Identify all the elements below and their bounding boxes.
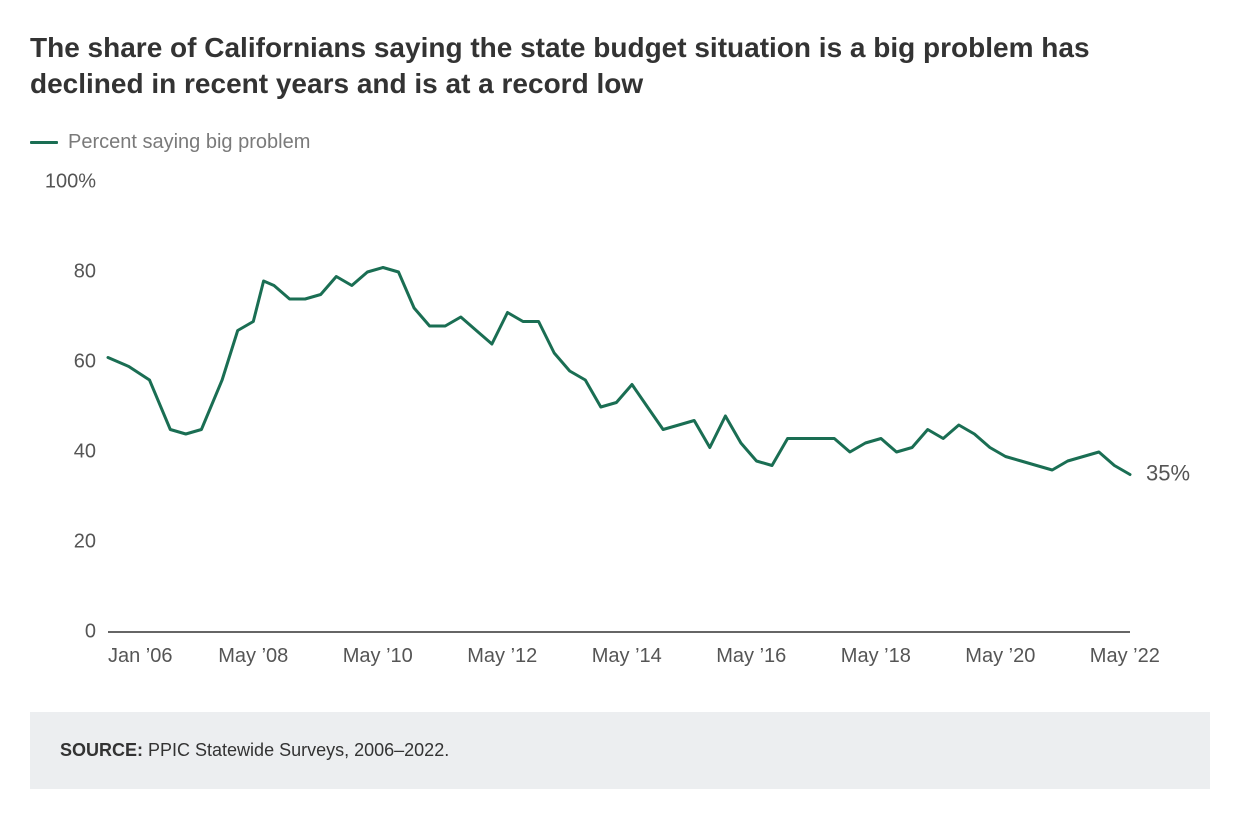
- legend-line-swatch: [30, 141, 58, 144]
- line-chart: 0 20 40 60 80 100% Jan ’06 May ’08 May ’10 May ’1…: [30, 172, 1210, 682]
- end-value-label: 35%: [1146, 460, 1190, 485]
- y-tick-label: 40: [74, 440, 96, 462]
- x-tick-label: May ’16: [716, 645, 786, 667]
- y-tick-label: 0: [85, 620, 96, 642]
- x-tick-label: May ’08: [218, 645, 288, 667]
- chart-title: The share of Californians saying the sta…: [30, 30, 1130, 103]
- legend: Percent saying big problem: [30, 131, 1210, 154]
- legend-label: Percent saying big problem: [68, 131, 310, 154]
- x-tick-label: May ’12: [467, 645, 537, 667]
- source-text: PPIC Statewide Surveys, 2006–2022.: [143, 740, 449, 760]
- x-tick-label: May ’14: [592, 645, 662, 667]
- source-box: SOURCE: PPIC Statewide Surveys, 2006–202…: [30, 712, 1210, 789]
- x-tick-label: May ’20: [965, 645, 1035, 667]
- data-line: [108, 267, 1130, 474]
- line-chart-svg: 0 20 40 60 80 100% Jan ’06 May ’08 May ’10 May ’1…: [30, 172, 1210, 682]
- source-label: SOURCE:: [60, 740, 143, 760]
- x-tick-label: May ’18: [841, 645, 911, 667]
- y-tick-label: 80: [74, 260, 96, 282]
- y-tick-label: 20: [74, 530, 96, 552]
- x-tick-label: May ’22: [1090, 645, 1160, 667]
- x-tick-label: Jan ’06: [108, 645, 173, 667]
- x-tick-label: May ’10: [343, 645, 413, 667]
- y-tick-label: 60: [74, 350, 96, 372]
- y-tick-label: 100%: [45, 172, 96, 192]
